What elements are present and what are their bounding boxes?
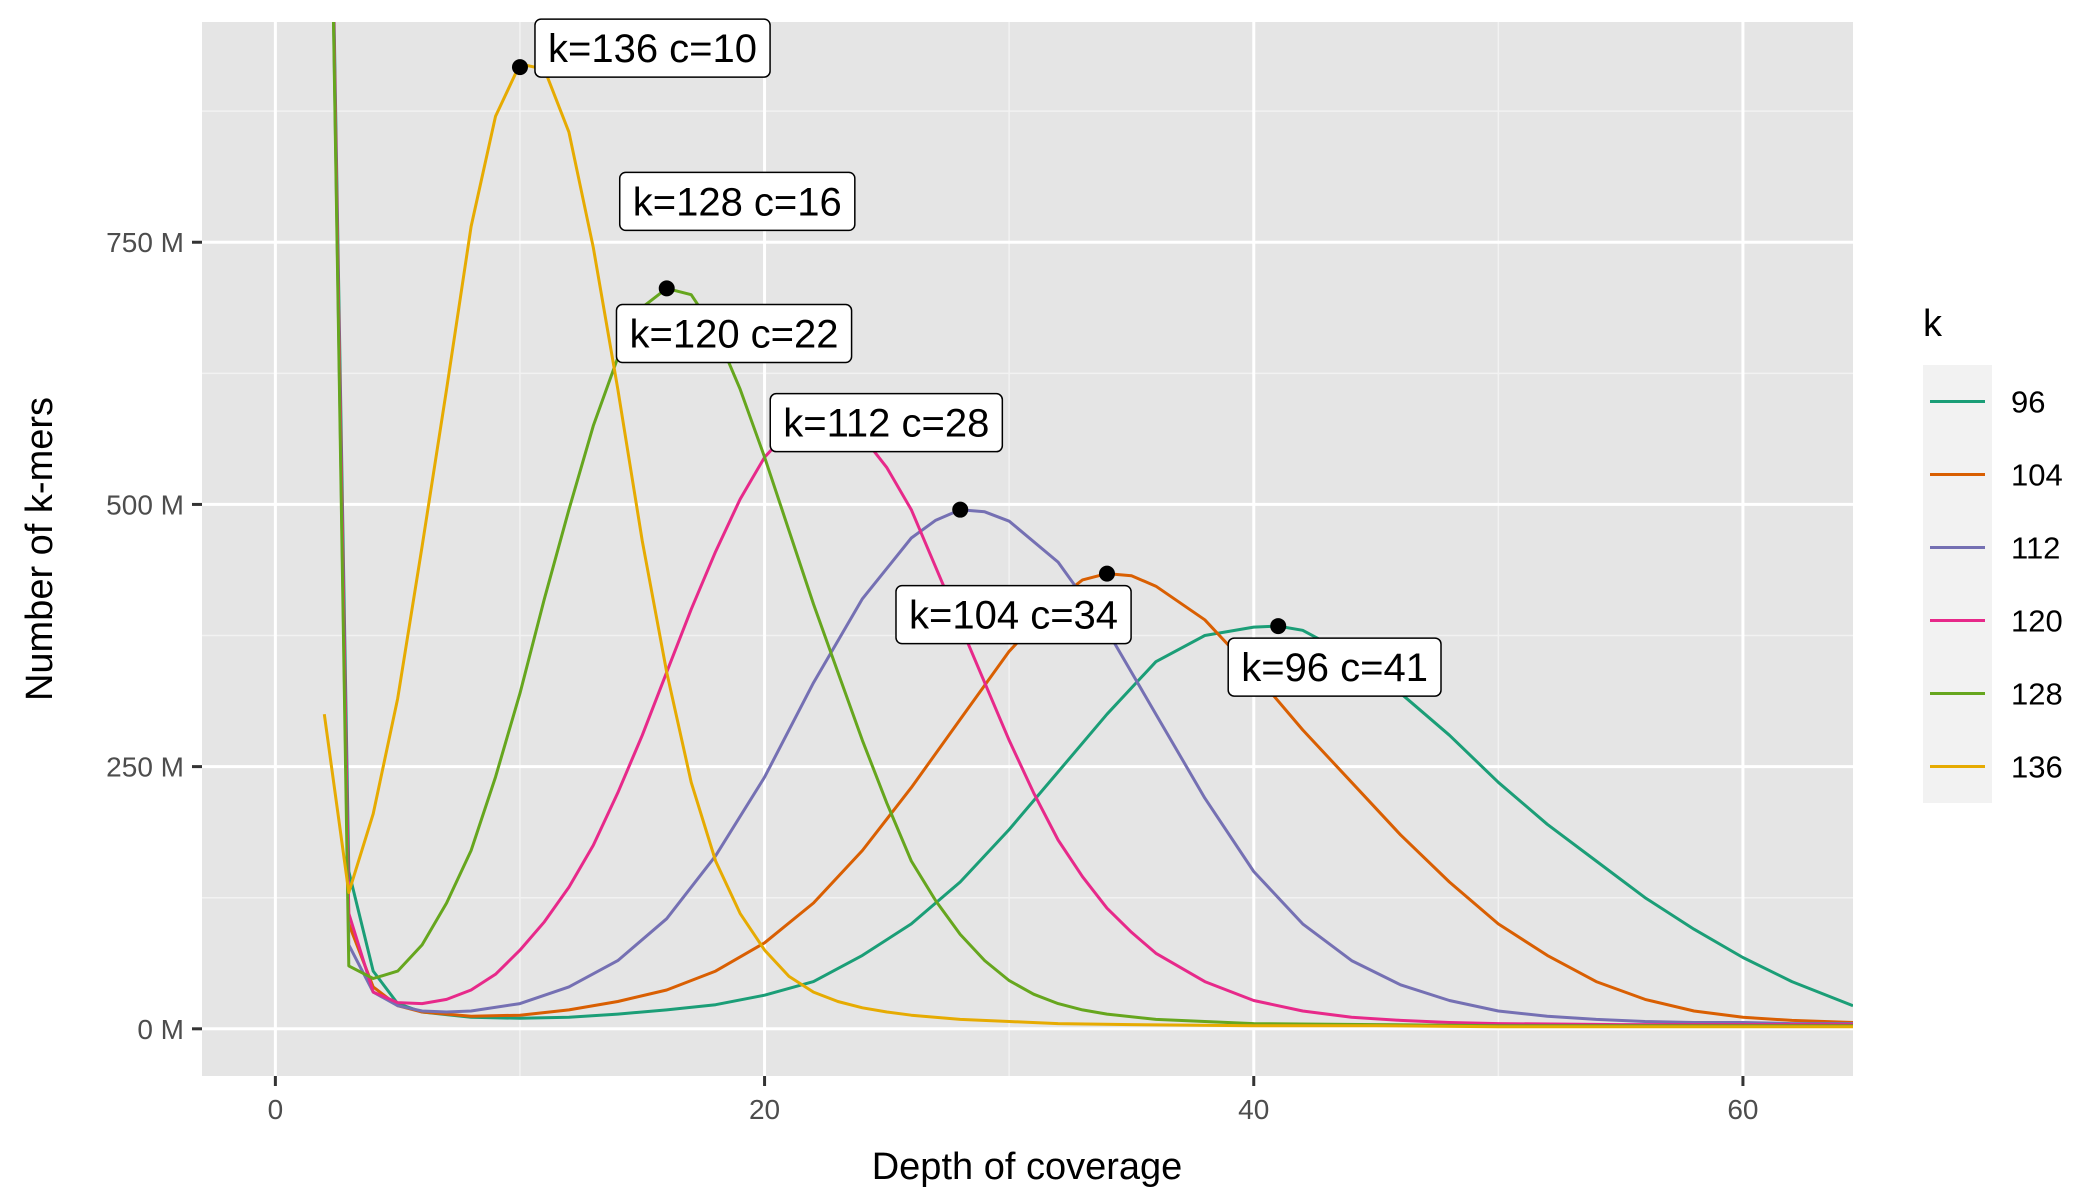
peak-point [658, 280, 675, 297]
series-line-k-128 [331, 22, 1853, 1028]
legend-label: 96 [2011, 385, 2045, 420]
annotation-box [769, 392, 1004, 453]
annotation-box [615, 303, 853, 364]
annotation-box [1227, 637, 1442, 697]
grid-major [202, 22, 1853, 1076]
y-tick-label: 0 M [137, 1014, 184, 1045]
legend-item-k-104: 104 [1923, 438, 2063, 511]
x-tick-label: 20 [749, 1094, 780, 1125]
x-tick-label: 40 [1238, 1094, 1269, 1125]
legend-label: 104 [2011, 458, 2063, 493]
annotation-label: k=136 c=10 [548, 27, 757, 71]
peak-point [1098, 565, 1115, 582]
annotation-k-120: k=120 c=22 [615, 303, 853, 429]
annotation-k-136: k=136 c=10 [511, 18, 771, 78]
legend-item-k-112: 112 [1923, 511, 2060, 584]
legend-label: 128 [2011, 677, 2063, 712]
annotation-k-104: k=104 c=34 [895, 565, 1132, 645]
legend: k 96 104 112 120 128 136 [1923, 303, 2063, 803]
annotation-label: k=128 c=16 [633, 180, 842, 224]
annotation-label: k=120 c=22 [629, 313, 838, 357]
y-tick-label: 500 M [106, 489, 184, 520]
y-tick-label: 750 M [106, 227, 184, 258]
peak-point [511, 59, 528, 76]
legend-item-k-136: 136 [1923, 730, 2063, 803]
legend-item-k-120: 120 [1923, 584, 2063, 657]
legend-item-k-128: 128 [1923, 657, 2063, 730]
plot-panel [202, 22, 1853, 1076]
x-axis: 0 20 40 60 [268, 1076, 1759, 1125]
y-tick-label: 250 M [106, 752, 184, 783]
y-axis: 0 M 250 M 500 M 750 M [106, 227, 202, 1045]
legend-label: 136 [2011, 750, 2063, 785]
legend-label: 112 [2011, 531, 2060, 566]
series-line-k-136 [322, 62, 1853, 1029]
peak-point [1270, 618, 1287, 635]
series-line-k-96 [332, 22, 1853, 1020]
x-axis-title: Depth of coverage [872, 1146, 1183, 1188]
annotation-k-128: k=128 c=16 [618, 171, 856, 297]
annotation-box [534, 18, 771, 78]
legend-item-k-96: 96 [1923, 365, 2045, 438]
peak-annotations: k=136 c=10 k=128 c=16 k=120 c=22 k=112 c=28… [511, 18, 1442, 697]
series-line-k-112 [332, 22, 1853, 1026]
annotation-box [895, 584, 1132, 645]
annotation-label: k=104 c=34 [909, 594, 1118, 638]
annotation-label: k=96 c=41 [1241, 646, 1428, 690]
annotation-k-112: k=112 c=28 [769, 392, 1004, 518]
x-tick-label: 0 [268, 1094, 284, 1125]
annotation-k-96: k=96 c=41 [1227, 618, 1442, 697]
legend-title: k [1923, 303, 1943, 345]
y-axis-title: Number of k-mers [19, 397, 61, 701]
x-tick-label: 60 [1727, 1094, 1758, 1125]
annotation-box [618, 171, 856, 232]
peak-point [952, 501, 969, 518]
legend-label: 120 [2011, 604, 2063, 639]
annotation-label: k=112 c=28 [783, 402, 989, 446]
